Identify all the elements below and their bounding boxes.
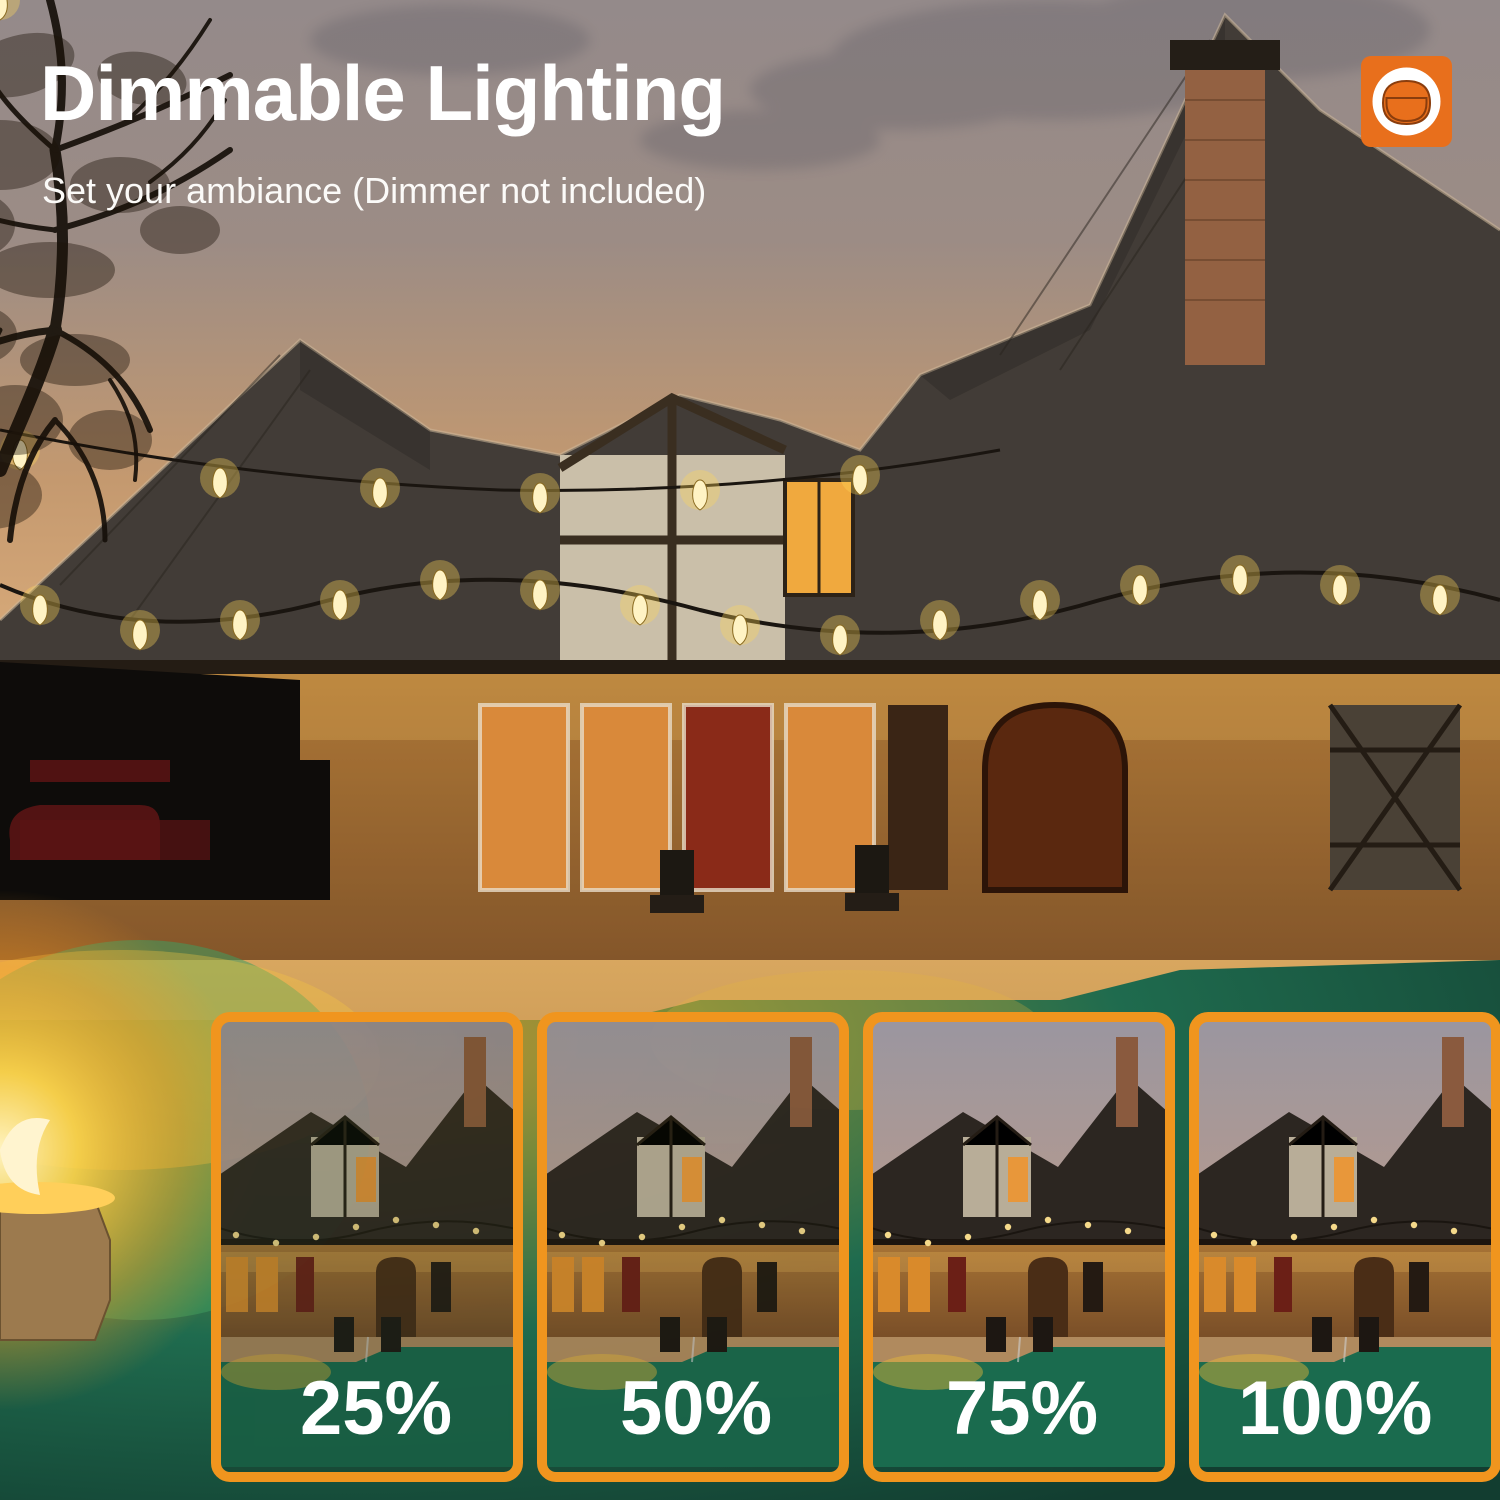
svg-text:25%: 25% <box>300 1366 452 1451</box>
svg-text:Dimmable Lighting: Dimmable Lighting <box>40 49 725 137</box>
svg-text:Set your ambiance (Dimmer not: Set your ambiance (Dimmer not included) <box>42 170 706 211</box>
svg-text:50%: 50% <box>620 1366 772 1451</box>
svg-text:100%: 100% <box>1238 1366 1432 1451</box>
svg-text:75%: 75% <box>946 1366 1098 1451</box>
